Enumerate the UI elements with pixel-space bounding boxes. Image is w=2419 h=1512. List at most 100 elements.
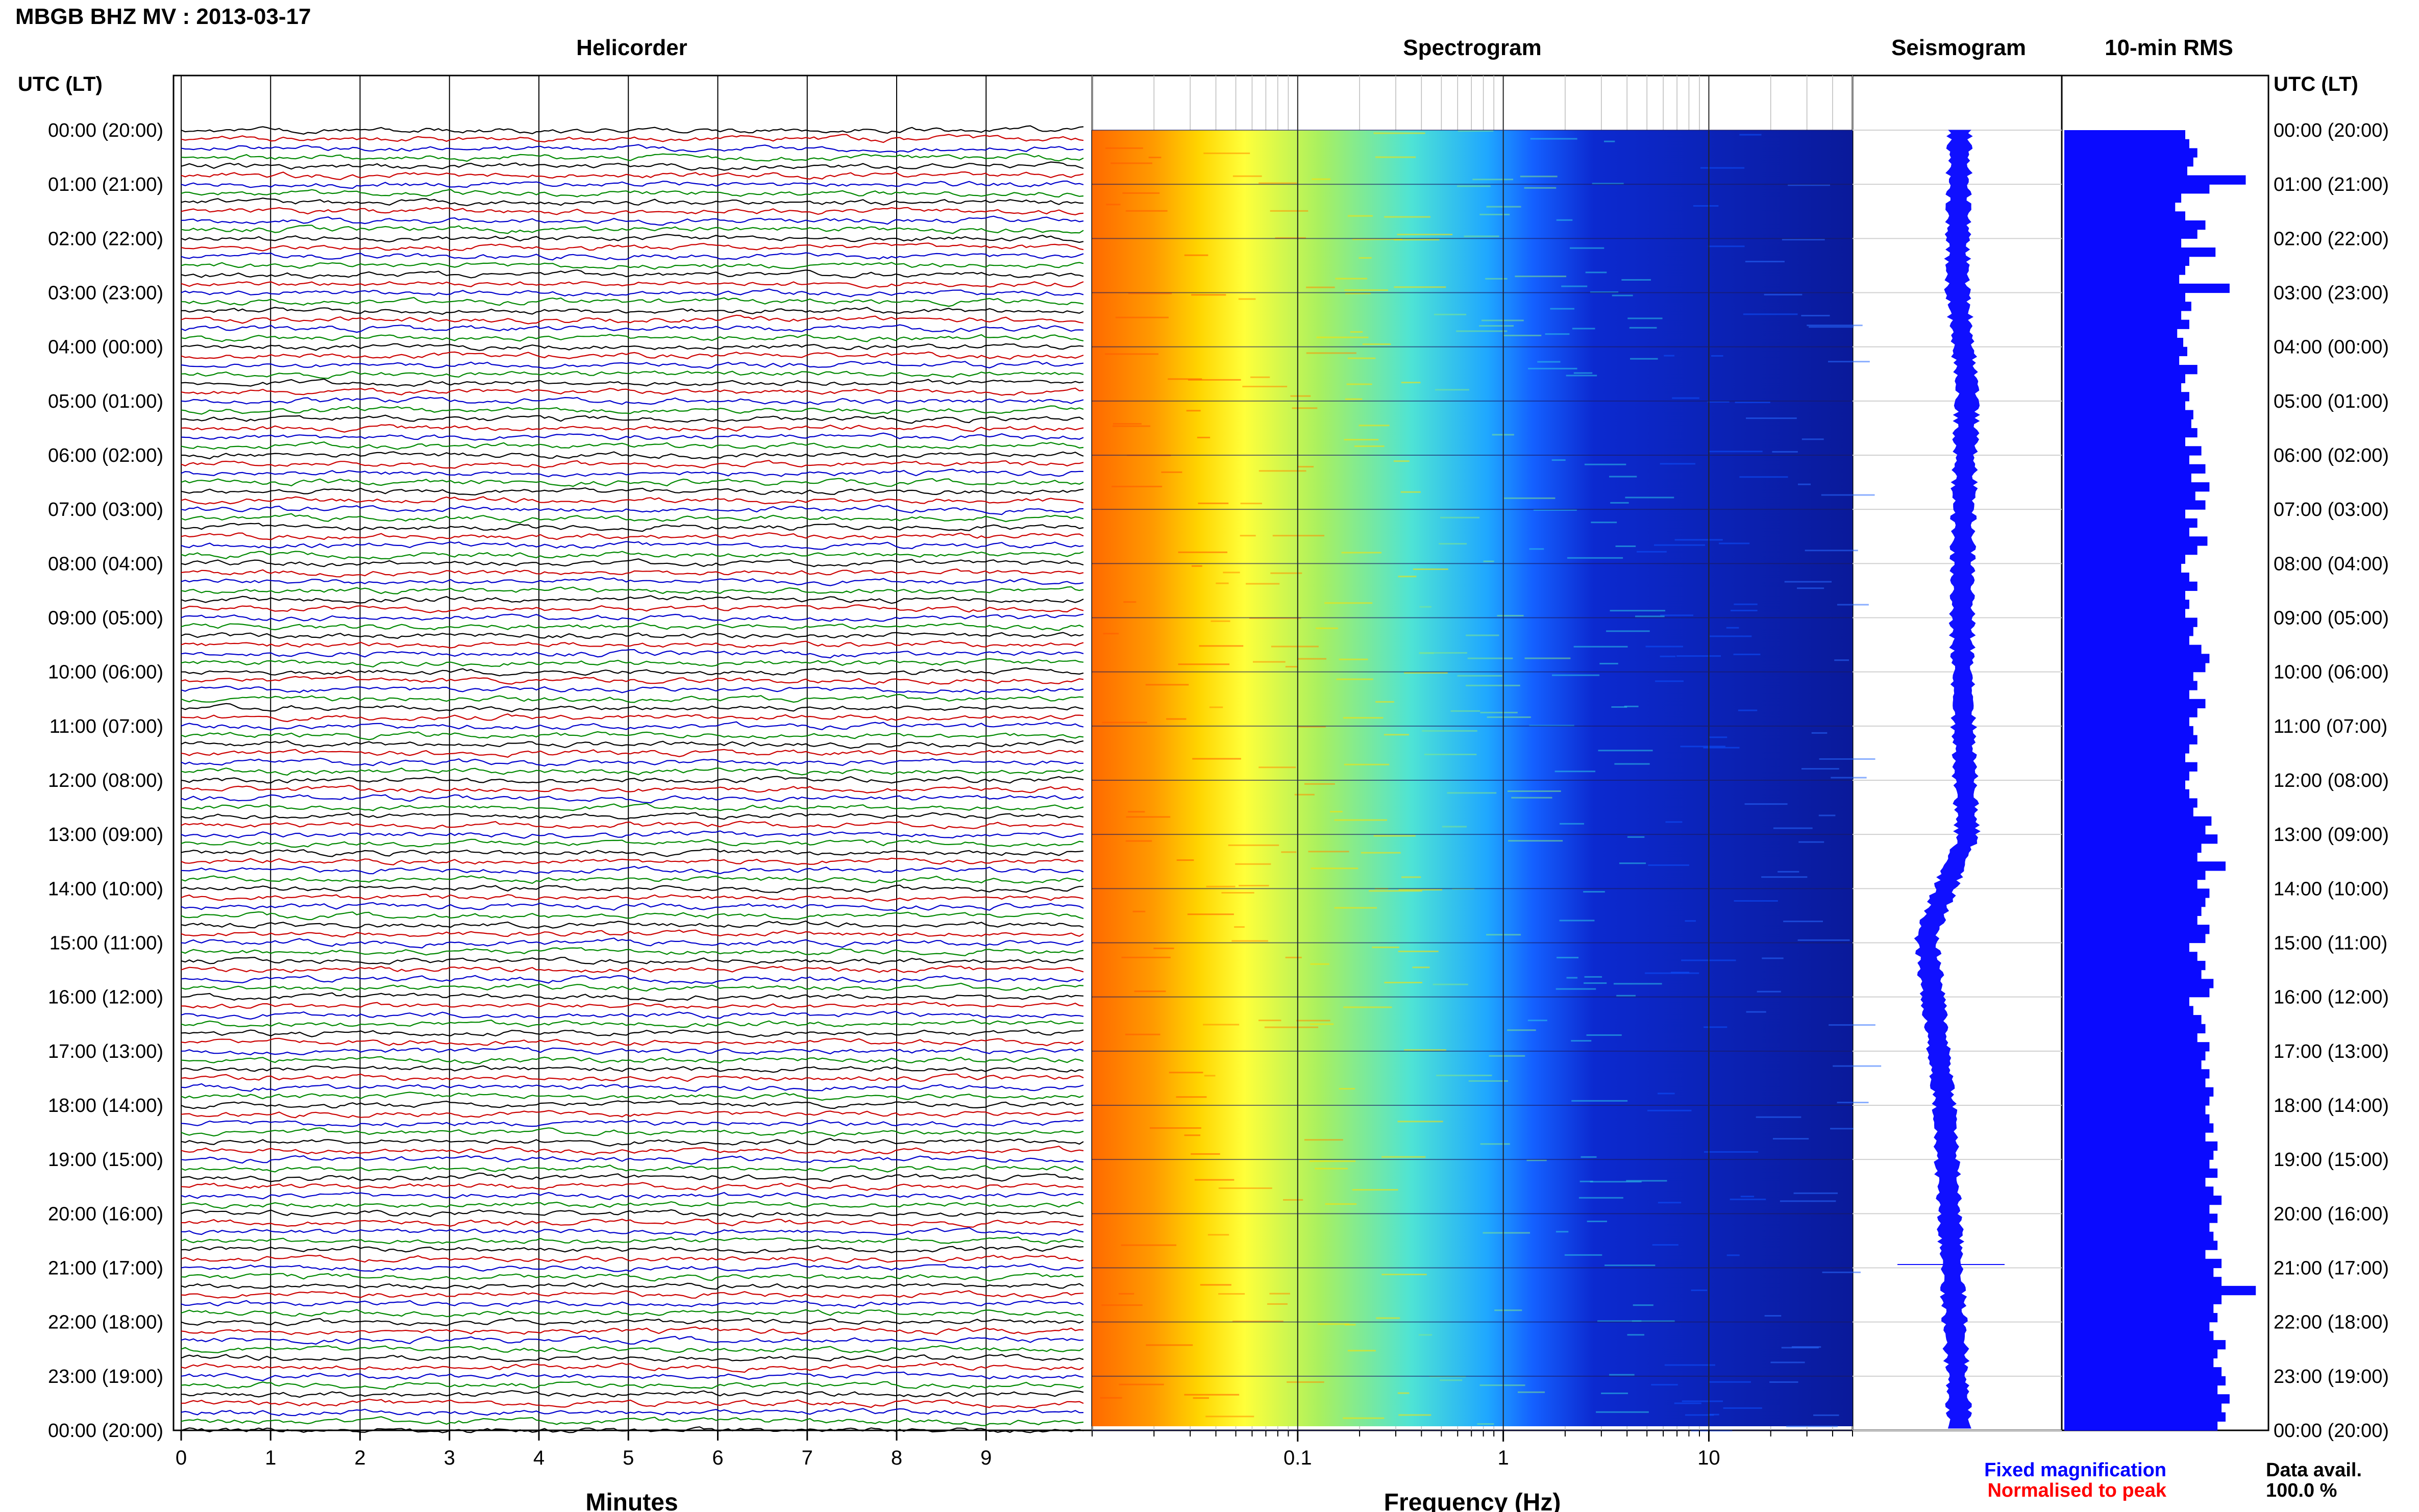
helicorder-trace: [181, 551, 1084, 560]
spectrogram-texture: [1616, 995, 1636, 997]
rms-bar: [2064, 997, 2189, 1006]
helicorder-trace: [181, 1381, 1084, 1390]
spectrogram-texture: [1401, 876, 1421, 878]
time-label-right: 03:00 (23:00): [2274, 283, 2389, 304]
rms-bar: [2064, 419, 2191, 429]
rms-bar: [2064, 184, 2210, 194]
helicorder-trace: [181, 541, 1084, 550]
rms-bar: [2064, 329, 2178, 338]
time-label-left: 22:00 (18:00): [48, 1312, 163, 1333]
spectrogram-texture: [1126, 816, 1171, 818]
rms-bar: [2064, 1322, 2210, 1331]
spectrogram-texture: [1831, 777, 1867, 779]
rms-bar: [2064, 473, 2191, 483]
spectrogram-texture: [1700, 167, 1745, 169]
spectrogram-texture: [1345, 292, 1371, 294]
spectrogram-texture: [1761, 876, 1808, 878]
time-label-left: 15:00 (11:00): [50, 933, 163, 954]
spectrogram-texture: [1798, 483, 1811, 485]
spectrogram-texture: [1533, 509, 1577, 511]
time-label-right: 21:00 (17:00): [2274, 1258, 2389, 1279]
spectrogram-texture: [1468, 1080, 1509, 1082]
spectrogram-texture: [1629, 327, 1657, 329]
spectrogram-texture: [1440, 1379, 1463, 1381]
spectrogram-texture: [1419, 652, 1467, 654]
helicorder-x-tick-label: 0: [176, 1447, 187, 1469]
helicorder-trace: [181, 197, 1084, 207]
spectrogram-texture: [1559, 920, 1595, 922]
seismogram-trace: [1914, 130, 1981, 1429]
spectrogram-texture: [1571, 1100, 1628, 1102]
spectrogram-texture: [1708, 245, 1745, 247]
rms-bar: [2064, 627, 2193, 636]
time-label-right: 04:00 (00:00): [2274, 337, 2389, 358]
spectrogram-texture: [1339, 1088, 1355, 1090]
spectrogram-texture: [1764, 293, 1803, 295]
spectrogram-texture: [1660, 655, 1676, 657]
rms-bar: [2064, 1250, 2206, 1259]
spectrogram-texture: [1148, 157, 1162, 159]
helicorder-trace: [181, 513, 1084, 524]
helicorder-trace: [181, 180, 1084, 189]
helicorder-trace: [181, 1254, 1084, 1263]
rms-bar: [2064, 1087, 2214, 1097]
helicorder-trace: [181, 667, 1084, 677]
spectrogram-texture: [1590, 1181, 1642, 1183]
rms-bar: [2064, 888, 2210, 898]
spectrogram-texture: [1231, 940, 1268, 942]
spectrogram-texture: [1393, 460, 1410, 462]
spectrogram-texture: [1168, 378, 1202, 380]
helicorder-trace: [181, 144, 1084, 153]
rms-bar: [2064, 1258, 2222, 1269]
spectrogram-texture: [1837, 1102, 1869, 1104]
spectrogram-texture: [1442, 826, 1467, 828]
spectrogram-texture: [1270, 210, 1309, 212]
spectrogram-texture: [1682, 1400, 1723, 1402]
time-label-left: 16:00 (12:00): [48, 987, 163, 1008]
rms-bar: [2064, 834, 2218, 844]
spectrogram-texture: [1529, 548, 1544, 550]
helicorder-trace: [181, 568, 1084, 578]
spectrogram-texture: [1221, 892, 1254, 894]
helicorder-trace: [181, 1345, 1084, 1353]
rms-bar: [2064, 608, 2185, 618]
rms-bar: [2064, 563, 2182, 573]
helicorder-trace: [181, 848, 1084, 857]
spectrogram-texture: [1556, 219, 1573, 221]
spectrogram-texture: [1733, 653, 1761, 655]
spectrogram-texture: [1112, 425, 1151, 427]
spectrogram-texture: [1296, 1020, 1330, 1022]
spectrogram-texture: [1599, 662, 1618, 664]
helicorder-trace: [181, 721, 1084, 731]
rms-bar: [2064, 1132, 2206, 1142]
spectrogram-texture: [1205, 1416, 1254, 1418]
spectrogram-texture: [1740, 1196, 1755, 1198]
helicorder-trace: [181, 324, 1084, 333]
data-availability-label: Data avail.: [2266, 1459, 2362, 1481]
rms-bar: [2064, 1015, 2202, 1025]
spectrogram-texture: [1125, 840, 1152, 842]
spectrogram-texture: [1344, 1324, 1356, 1326]
spectrogram-texture: [1240, 503, 1262, 505]
spectrogram-texture: [1413, 568, 1448, 570]
helicorder-trace: [181, 1245, 1084, 1254]
helicorder-trace: [181, 343, 1084, 351]
time-label-left: 04:00 (00:00): [48, 337, 163, 358]
time-label-right: 00:00 (20:00): [2274, 120, 2389, 141]
spectrogram-texture: [1375, 156, 1416, 158]
helicorder-trace: [181, 739, 1084, 749]
spectrogram-texture: [1773, 827, 1813, 829]
spectrogram-texture: [1269, 1293, 1290, 1295]
helicorder-trace: [181, 378, 1084, 387]
spectrogram-texture: [1166, 718, 1187, 720]
helicorder-trace: [181, 1299, 1084, 1308]
spectrogram-texture: [1645, 972, 1699, 974]
spectrogram-texture: [1709, 1414, 1719, 1416]
time-label-left: 05:00 (01:00): [48, 391, 163, 412]
spectrogram-texture: [1556, 988, 1596, 990]
rms-bar: [2064, 1295, 2222, 1304]
spectrogram-texture: [1102, 722, 1147, 724]
spectrogram-texture: [1134, 990, 1166, 993]
spectrogram-texture: [1336, 678, 1373, 680]
spectrogram-texture: [1507, 1029, 1536, 1031]
